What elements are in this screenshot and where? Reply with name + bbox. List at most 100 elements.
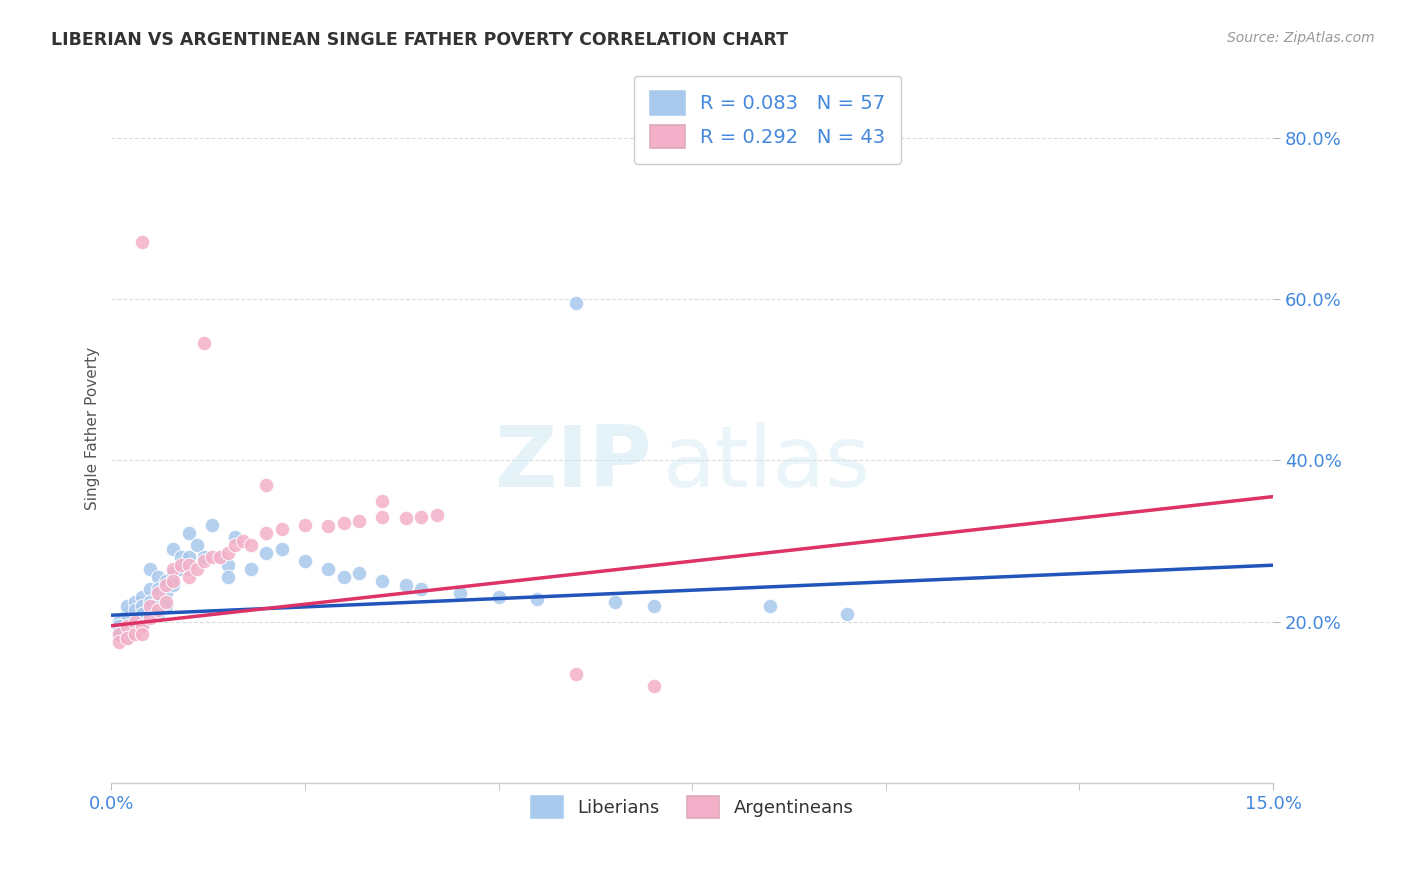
Point (177, 525, 200, 540)
Point (146, 594, 169, 608)
Point (254, 525, 277, 540)
Point (170, 558, 193, 573)
Point (371, 574, 394, 589)
Point (170, 550, 193, 565)
Point (201, 550, 224, 565)
Point (108, 627, 131, 641)
Point (603, 594, 626, 608)
Point (155, 599, 177, 613)
Point (131, 607, 153, 621)
Point (193, 554, 215, 568)
Point (162, 578, 184, 592)
Point (232, 533, 254, 548)
Point (371, 493, 394, 508)
Point (758, 599, 780, 613)
Point (131, 599, 153, 613)
Point (108, 615, 131, 629)
Text: ZIP: ZIP (494, 422, 651, 505)
Point (146, 582, 169, 597)
Point (124, 594, 146, 608)
Point (294, 517, 316, 532)
Point (131, 618, 153, 632)
Point (294, 554, 316, 568)
Point (177, 550, 200, 565)
Point (108, 635, 131, 649)
Point (239, 562, 262, 576)
Point (316, 562, 339, 576)
Point (565, 667, 588, 681)
Point (643, 679, 665, 693)
Point (193, 550, 215, 565)
Point (115, 631, 138, 645)
Point (124, 627, 146, 641)
Point (155, 586, 177, 600)
Text: LIBERIAN VS ARGENTINEAN SINGLE FATHER POVERTY CORRELATION CHART: LIBERIAN VS ARGENTINEAN SINGLE FATHER PO… (51, 31, 787, 49)
Point (124, 615, 146, 629)
Point (186, 562, 208, 576)
Point (146, 586, 169, 600)
Point (124, 623, 146, 637)
Point (131, 627, 153, 641)
Point (217, 546, 239, 560)
Point (124, 615, 146, 629)
Point (115, 599, 138, 613)
Point (162, 574, 184, 589)
Point (332, 516, 354, 531)
Point (208, 550, 231, 565)
Point (270, 522, 292, 536)
Point (208, 550, 231, 565)
Y-axis label: Single Father Poverty: Single Father Poverty (86, 346, 100, 509)
Point (217, 558, 239, 573)
Point (155, 594, 177, 608)
Point (643, 599, 665, 613)
Point (254, 546, 277, 560)
Point (565, 296, 588, 310)
Point (139, 599, 162, 613)
Point (177, 558, 200, 573)
Point (177, 562, 200, 576)
Point (837, 607, 859, 621)
Point (146, 602, 169, 616)
Point (217, 570, 239, 584)
Point (170, 562, 193, 576)
Point (124, 602, 146, 616)
Point (349, 514, 371, 528)
Point (155, 574, 177, 589)
Point (526, 592, 548, 607)
Point (146, 607, 169, 621)
Text: atlas: atlas (664, 422, 872, 505)
Point (349, 566, 371, 581)
Point (270, 542, 292, 557)
Point (332, 570, 354, 584)
Point (449, 586, 471, 600)
Point (254, 477, 277, 491)
Point (162, 562, 184, 576)
Point (224, 530, 246, 544)
Point (115, 618, 138, 632)
Point (411, 509, 433, 524)
Point (371, 509, 394, 524)
Point (131, 591, 153, 605)
Point (115, 631, 138, 645)
Legend: Liberians, Argentineans: Liberians, Argentineans (523, 789, 860, 825)
Point (139, 594, 162, 608)
Point (108, 618, 131, 632)
Point (115, 607, 138, 621)
Point (488, 591, 510, 605)
Point (155, 578, 177, 592)
Point (162, 566, 184, 581)
Point (316, 519, 339, 533)
Point (108, 627, 131, 641)
Point (162, 542, 184, 557)
Point (131, 618, 153, 632)
Point (224, 538, 246, 552)
Point (177, 570, 200, 584)
Point (131, 235, 153, 250)
Point (426, 508, 449, 523)
Point (411, 582, 433, 597)
Point (186, 538, 208, 552)
Point (193, 336, 215, 351)
Point (146, 570, 169, 584)
Point (395, 578, 418, 592)
Point (201, 517, 224, 532)
